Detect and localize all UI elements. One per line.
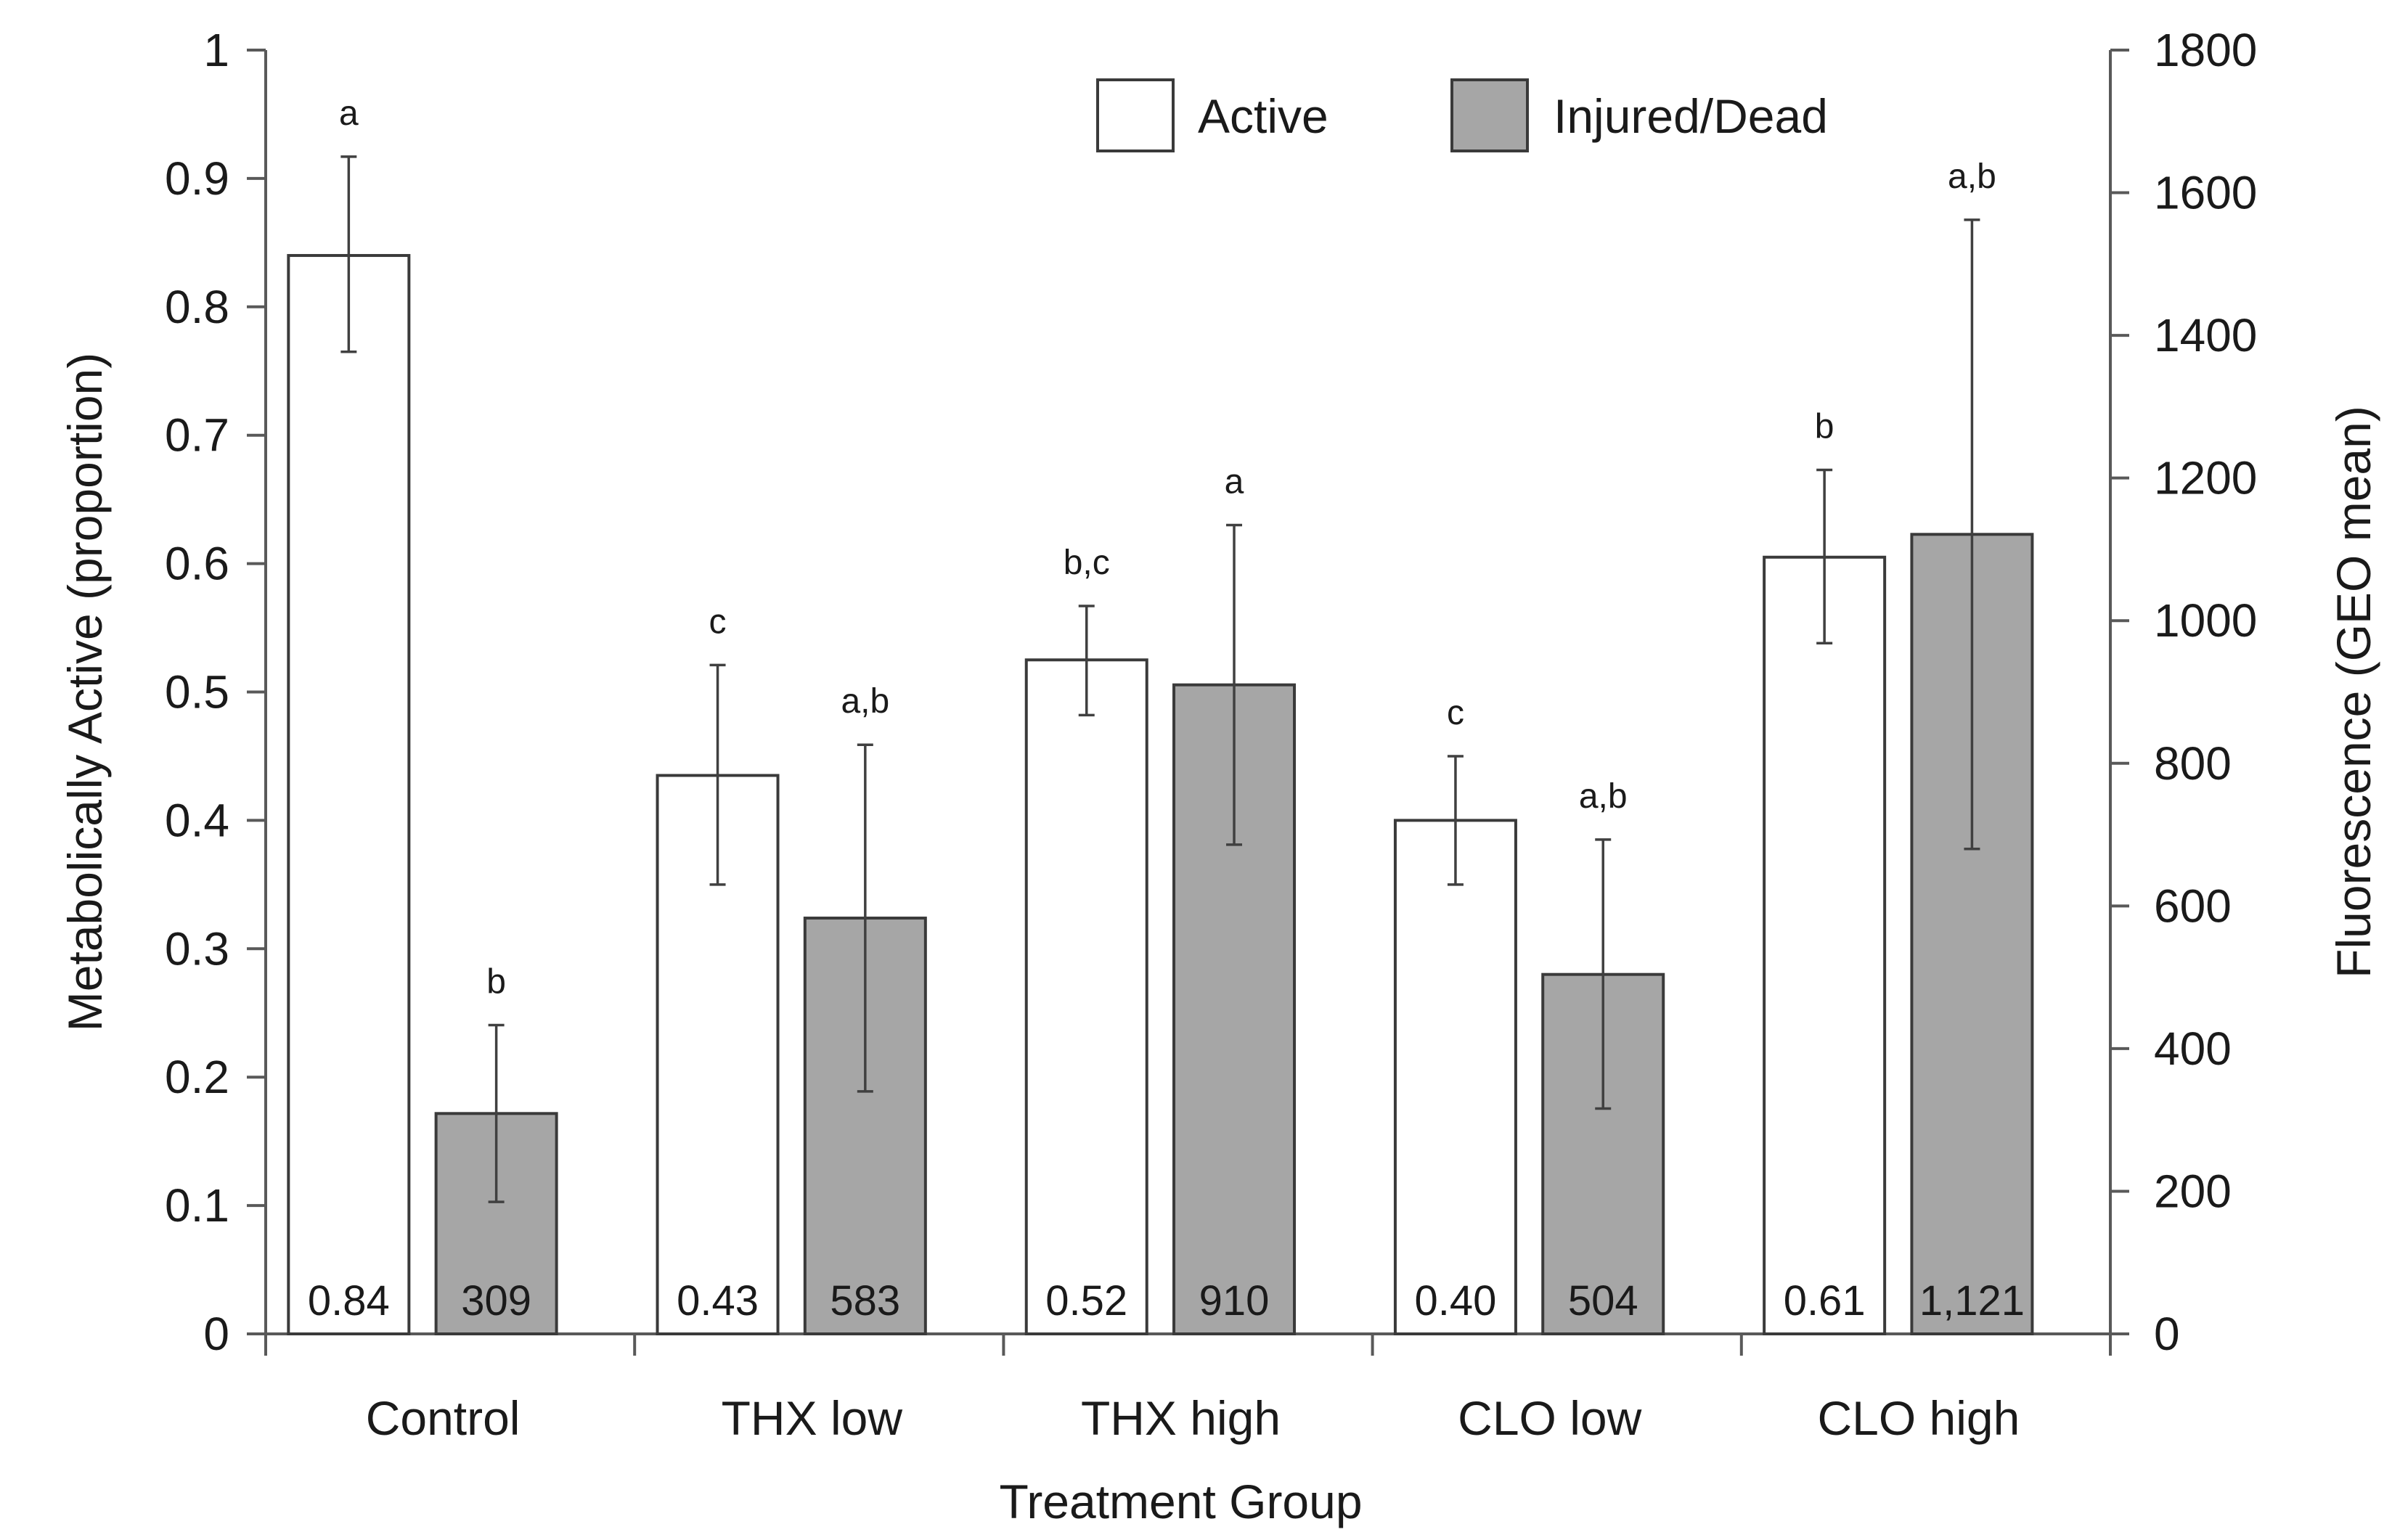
significance-letter: a,b: [1948, 157, 1996, 196]
significance-letter: a,b: [1579, 777, 1628, 816]
category-label: THX low: [722, 1391, 903, 1445]
right-tick-label: 0: [2154, 1308, 2180, 1360]
legend-label: Injured/Dead: [1554, 89, 1828, 143]
category-label: THX high: [1081, 1391, 1281, 1445]
left-tick-label: 0.9: [165, 152, 229, 205]
x-axis-title: Treatment Group: [999, 1475, 1362, 1528]
right-tick-label: 200: [2154, 1165, 2232, 1217]
bar-value-label: 1,121: [1919, 1277, 2025, 1324]
right-tick-label: 400: [2154, 1023, 2232, 1075]
significance-letter: a: [339, 94, 359, 133]
bar-active: [1024, 658, 1148, 1335]
legend-label: Active: [1198, 89, 1328, 143]
legend: Active Injured/Dead: [1096, 78, 1828, 152]
left-tick-label: 0.7: [165, 409, 229, 462]
bar-value-label: 0.84: [308, 1277, 390, 1324]
bar-value-label: 583: [830, 1277, 900, 1324]
left-tick-label: 0.5: [165, 666, 229, 718]
bar-value-label: 504: [1568, 1277, 1638, 1324]
bar-value-label: 0.52: [1045, 1277, 1127, 1324]
legend-swatch-active: [1096, 78, 1175, 152]
category-label: CLO high: [1817, 1391, 2020, 1445]
bar-value-label: 0.61: [1784, 1277, 1866, 1324]
left-tick-label: 0.1: [165, 1179, 229, 1232]
right-tick-label: 1000: [2154, 594, 2257, 647]
bars-group: [287, 155, 2034, 1336]
bar-value-label: 309: [461, 1277, 531, 1324]
axes-group: 0 0.1 0.2 0.3 0.4 0.5 0.6 0.7 0.8 0.9 1 0 200 400 600 8…: [58, 24, 2380, 1528]
left-tick-label: 0.8: [165, 281, 229, 333]
right-tick-label: 800: [2154, 737, 2232, 790]
right-tick-label: 1800: [2154, 24, 2257, 76]
bar-value-label: 910: [1199, 1277, 1270, 1324]
significance-letter: b: [486, 962, 506, 1001]
left-tick-label: 0.4: [165, 794, 229, 846]
significance-letter: c: [1447, 694, 1464, 732]
right-tick-label: 600: [2154, 880, 2232, 932]
left-tick-label: 0: [203, 1308, 229, 1360]
significance-letter: a,b: [841, 682, 889, 721]
right-tick-label: 1400: [2154, 309, 2257, 361]
left-tick-label: 0.2: [165, 1051, 229, 1103]
significance-letter: b,c: [1064, 544, 1110, 582]
left-tick-label: 1: [203, 24, 229, 76]
bar-active: [1763, 555, 1887, 1335]
bar-active: [287, 254, 411, 1335]
significance-letter: c: [709, 602, 727, 641]
left-tick-label: 0.6: [165, 538, 229, 590]
right-axis-title: Fluorescence (GEO mean): [2327, 406, 2380, 978]
significance-letter: a: [1225, 463, 1244, 501]
bar-active: [1393, 819, 1517, 1335]
right-tick-label: 1200: [2154, 452, 2257, 504]
bar-value-label: 0.43: [677, 1277, 759, 1324]
right-tick-label: 1600: [2154, 167, 2257, 219]
significance-letter: b: [1815, 407, 1834, 446]
left-tick-label: 0.3: [165, 922, 229, 975]
category-label: CLO low: [1458, 1391, 1641, 1445]
labels-group: Control THX low THX high CLO low CLO high a 0.…: [308, 94, 2025, 1445]
category-label: Control: [366, 1391, 521, 1445]
legend-swatch-injured-dead: [1450, 78, 1529, 152]
left-axis-title: Metabolically Active (proportion): [58, 353, 112, 1031]
bar-value-label: 0.40: [1414, 1277, 1496, 1324]
